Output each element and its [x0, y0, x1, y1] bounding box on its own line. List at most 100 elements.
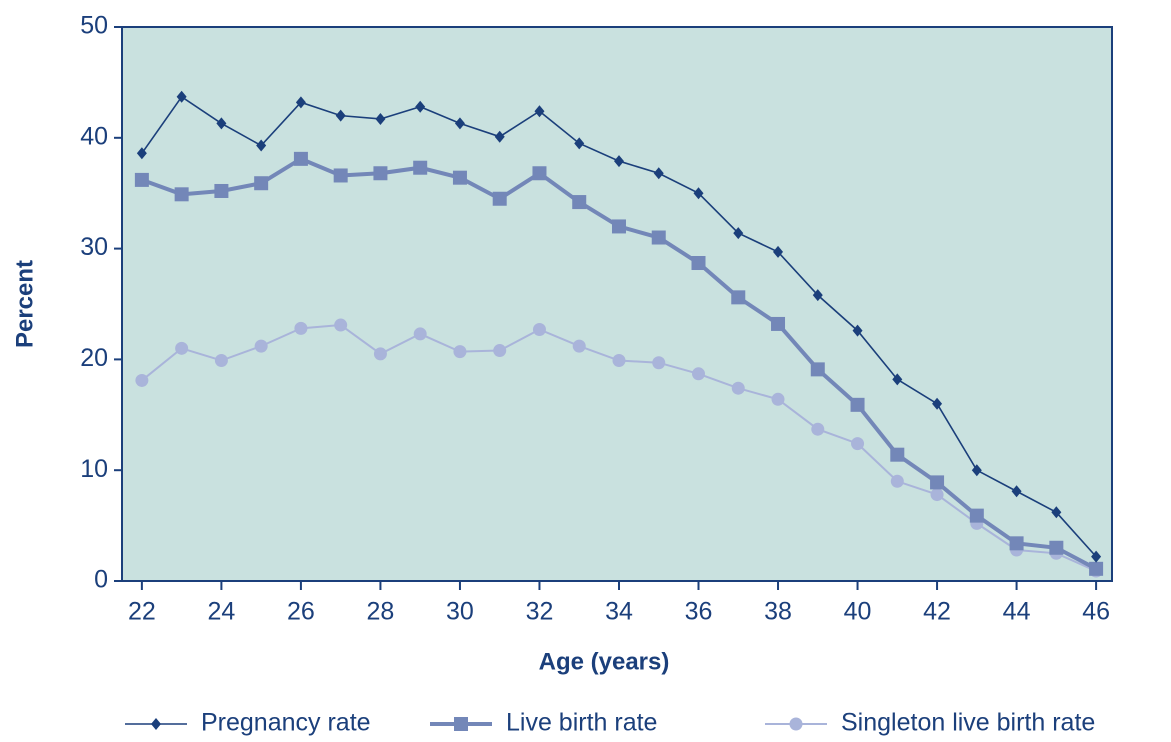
- marker: [532, 322, 546, 336]
- marker: [890, 447, 905, 462]
- marker: [294, 321, 308, 335]
- marker: [851, 437, 865, 451]
- marker: [810, 362, 825, 377]
- marker: [216, 117, 227, 130]
- marker: [413, 327, 427, 341]
- marker: [731, 290, 746, 305]
- marker: [373, 166, 388, 181]
- legend-label: Live birth rate: [506, 709, 657, 737]
- y-tick-label: 30: [80, 233, 108, 261]
- marker: [852, 324, 863, 337]
- x-tick-label: 30: [446, 598, 474, 626]
- marker: [254, 176, 269, 191]
- x-tick-label: 42: [923, 598, 951, 626]
- marker: [135, 373, 149, 387]
- marker: [174, 187, 189, 202]
- x-tick-label: 38: [764, 598, 792, 626]
- legend-marker: [151, 718, 161, 730]
- marker: [256, 139, 267, 152]
- x-tick-label: 44: [1003, 598, 1031, 626]
- marker: [532, 166, 547, 181]
- marker: [653, 167, 664, 180]
- y-axis-label: Percent: [11, 260, 38, 348]
- marker: [373, 347, 387, 361]
- marker: [811, 422, 825, 436]
- marker: [692, 367, 706, 381]
- marker: [1091, 550, 1102, 563]
- marker: [335, 109, 346, 122]
- marker: [812, 289, 823, 302]
- marker: [254, 339, 268, 353]
- marker: [612, 354, 626, 368]
- marker: [534, 105, 545, 118]
- marker: [850, 397, 865, 412]
- x-tick-label: 26: [287, 598, 315, 626]
- marker: [731, 381, 745, 395]
- marker: [454, 117, 465, 130]
- x-tick-label: 22: [128, 598, 156, 626]
- marker: [415, 100, 426, 113]
- legend-label: Singleton live birth rate: [841, 709, 1095, 737]
- legend-label: Pregnancy rate: [201, 709, 371, 737]
- y-tick-label: 50: [80, 12, 108, 40]
- marker: [295, 96, 306, 109]
- x-tick-label: 34: [605, 598, 633, 626]
- marker: [771, 316, 786, 331]
- marker: [890, 474, 904, 488]
- marker: [493, 344, 507, 358]
- marker: [651, 230, 666, 245]
- marker: [574, 137, 585, 150]
- marker: [375, 112, 386, 125]
- marker: [492, 191, 507, 206]
- marker: [176, 90, 187, 103]
- marker: [969, 508, 984, 523]
- x-tick-label: 28: [367, 598, 395, 626]
- x-tick-label: 24: [207, 598, 235, 626]
- marker: [413, 160, 428, 175]
- marker: [214, 354, 228, 368]
- marker: [333, 168, 348, 183]
- y-tick-label: 40: [80, 122, 108, 150]
- marker: [494, 130, 505, 143]
- x-tick-label: 46: [1082, 598, 1110, 626]
- marker: [773, 245, 784, 258]
- marker: [693, 187, 704, 200]
- marker: [214, 183, 229, 198]
- y-tick-label: 10: [80, 455, 108, 483]
- marker: [733, 227, 744, 240]
- x-tick-label: 32: [526, 598, 554, 626]
- x-tick-label: 40: [844, 598, 872, 626]
- marker: [771, 392, 785, 406]
- marker: [453, 345, 467, 359]
- marker: [134, 172, 149, 187]
- marker: [1089, 561, 1104, 576]
- marker: [1011, 485, 1022, 498]
- marker: [452, 170, 467, 185]
- marker: [572, 339, 586, 353]
- marker: [611, 219, 626, 234]
- marker: [613, 155, 624, 168]
- marker: [691, 256, 706, 271]
- marker: [334, 318, 348, 332]
- x-tick-label: 36: [685, 598, 713, 626]
- legend-marker: [454, 717, 468, 731]
- marker: [1009, 536, 1024, 551]
- legend-marker: [789, 717, 803, 731]
- marker: [652, 356, 666, 370]
- marker: [930, 488, 944, 502]
- marker: [930, 475, 945, 490]
- marker: [892, 373, 903, 386]
- x-axis-label: Age (years): [539, 648, 670, 675]
- marker: [971, 464, 982, 477]
- marker: [1051, 506, 1062, 519]
- marker: [1049, 540, 1064, 555]
- y-tick-label: 0: [94, 566, 108, 594]
- marker: [932, 397, 943, 410]
- marker: [136, 147, 147, 160]
- marker: [293, 151, 308, 166]
- marker: [572, 195, 587, 210]
- y-tick-label: 20: [80, 344, 108, 372]
- plot-area: [121, 26, 1113, 582]
- marker: [175, 341, 189, 355]
